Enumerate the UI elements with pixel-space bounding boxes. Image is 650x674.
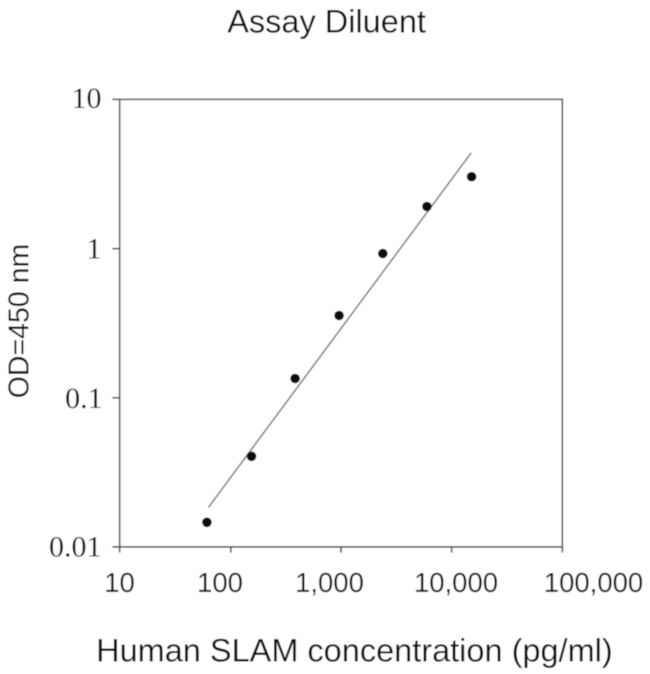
svg-text:1,000: 1,000 [295, 567, 364, 598]
svg-text:10,000: 10,000 [414, 567, 498, 598]
svg-text:100: 100 [197, 567, 243, 598]
svg-text:Assay Diluent: Assay Diluent [227, 3, 426, 39]
svg-text:OD=450 nm: OD=450 nm [4, 244, 36, 398]
svg-text:0.1: 0.1 [65, 382, 103, 415]
svg-text:Human SLAM concentration (pg/m: Human SLAM concentration (pg/ml) [96, 633, 613, 669]
svg-text:100,000: 100,000 [544, 567, 643, 598]
svg-text:10: 10 [104, 567, 135, 598]
svg-text:1: 1 [87, 233, 102, 266]
svg-text:0.01: 0.01 [49, 531, 102, 564]
svg-text:10: 10 [72, 82, 102, 115]
